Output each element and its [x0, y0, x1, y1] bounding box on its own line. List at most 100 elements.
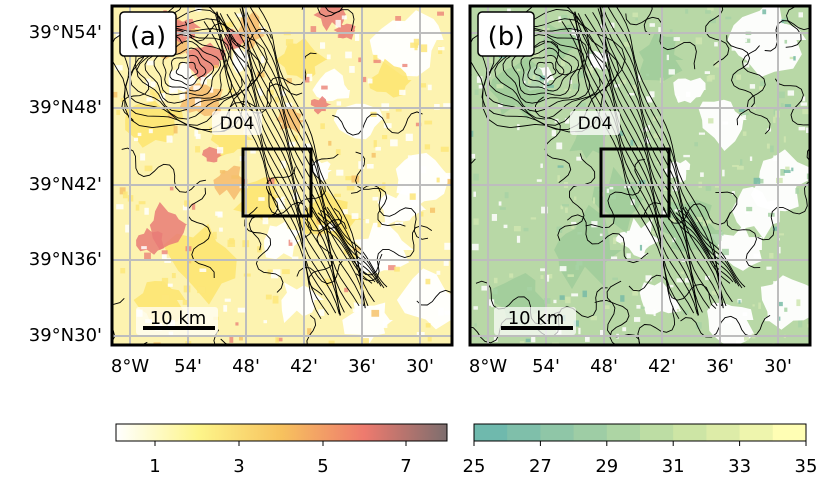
- colorbar-segment: [606, 424, 641, 441]
- field-pixel: [304, 143, 311, 149]
- field-pixel: [567, 274, 574, 277]
- field-pixel: [335, 19, 341, 28]
- field-pixel: [599, 233, 603, 237]
- contour-line: [684, 206, 746, 288]
- field-pixel: [498, 201, 502, 206]
- contour-line: [317, 6, 355, 32]
- field-patch: [377, 183, 427, 226]
- colorbar-tick-label: 33: [728, 456, 751, 477]
- colorbar-segment: [507, 424, 541, 441]
- contour-line: [244, 206, 284, 293]
- field-pixel: [436, 270, 441, 275]
- field-pixel: [579, 102, 586, 108]
- field-pixel: [395, 108, 402, 112]
- field-pixel: [150, 89, 155, 96]
- field-pixel: [532, 75, 536, 80]
- field-pixel: [365, 219, 370, 224]
- field-pixel: [191, 203, 196, 210]
- field-pixel: [223, 305, 228, 312]
- contour-line: [606, 280, 630, 345]
- field-pixel: [275, 337, 279, 343]
- field-pixel: [593, 197, 596, 204]
- field-pixel: [355, 33, 360, 41]
- field-pixel: [556, 142, 563, 150]
- contour-line: [314, 212, 376, 283]
- colorbar-tick-label: 27: [529, 456, 552, 477]
- contour-line: [162, 47, 215, 92]
- field-pixel: [753, 177, 761, 185]
- field-pixel: [116, 204, 124, 210]
- field-pixel: [665, 145, 669, 149]
- field-pixel: [571, 28, 575, 35]
- field-pixel: [634, 317, 641, 322]
- field-pixel: [680, 41, 684, 44]
- field-pixel: [281, 160, 286, 169]
- field-pixel: [320, 123, 325, 130]
- field-pixel: [342, 216, 346, 223]
- field-pixel: [559, 266, 567, 272]
- field-pixel: [419, 166, 427, 174]
- field-pixel: [574, 196, 577, 201]
- field-pixel: [780, 103, 784, 108]
- field-pixel: [493, 277, 498, 284]
- field-pixel: [474, 323, 477, 327]
- field-pixel: [116, 109, 121, 116]
- field-pixel: [622, 327, 627, 332]
- contour-line: [643, 202, 731, 226]
- field-pixel: [229, 336, 234, 343]
- field-pixel: [286, 78, 292, 84]
- field-pixel: [682, 310, 689, 315]
- colorbar-b-ticks: 25 27 29 31 33 35: [463, 441, 818, 477]
- field-pixel: [698, 132, 705, 135]
- contour-line: [320, 210, 382, 287]
- field-pixel: [272, 295, 279, 304]
- field-pixel: [705, 184, 712, 191]
- field-pixel: [536, 179, 542, 182]
- d04-label-bg: [212, 111, 262, 135]
- field-pixel: [402, 63, 408, 68]
- field-pixel: [599, 24, 605, 29]
- field-pixel: [527, 286, 532, 291]
- field-pixel: [745, 211, 749, 214]
- field-pixel: [541, 206, 548, 214]
- field-pixel: [576, 156, 583, 161]
- field-pixel: [721, 248, 729, 256]
- field-pixel: [680, 271, 685, 275]
- field-pixel: [784, 104, 792, 108]
- field-pixel: [638, 74, 641, 82]
- field-pixel: [141, 246, 147, 250]
- field-patch: [369, 10, 444, 77]
- contour-line: [681, 207, 743, 289]
- field-pixel: [395, 16, 402, 21]
- field-pixel: [749, 156, 753, 161]
- colorbar-tick-label: 35: [795, 456, 818, 477]
- field-pixel: [657, 33, 662, 39]
- field-pixel: [781, 19, 787, 24]
- field-pixel: [144, 207, 149, 215]
- field-pixel: [419, 83, 427, 88]
- field-pixel: [197, 286, 206, 294]
- field-pixel: [161, 277, 169, 286]
- field-pixel: [345, 176, 353, 181]
- field-pixel: [424, 144, 431, 150]
- colorbar-tick-label: 29: [595, 456, 618, 477]
- field-pixel: [321, 85, 328, 90]
- field-patch: [275, 37, 328, 82]
- field-pixel: [523, 80, 526, 84]
- field-pixel: [558, 18, 564, 23]
- field-patch: [185, 42, 226, 81]
- contour-line: [584, 13, 703, 313]
- field-pixel: [213, 65, 219, 69]
- field-pixel: [695, 37, 703, 45]
- field-pixel: [281, 196, 285, 202]
- contour-line: [535, 96, 572, 183]
- field-pixel: [268, 89, 274, 95]
- field-pixel: [207, 73, 213, 79]
- field-pixel: [336, 169, 344, 176]
- x-tick-label: 36': [706, 356, 734, 377]
- scale-bar-label: 10 km: [150, 308, 207, 329]
- field-pixel: [731, 191, 735, 195]
- field-pixel: [742, 312, 748, 316]
- field-pixel: [683, 154, 690, 158]
- field-pixel: [352, 247, 361, 251]
